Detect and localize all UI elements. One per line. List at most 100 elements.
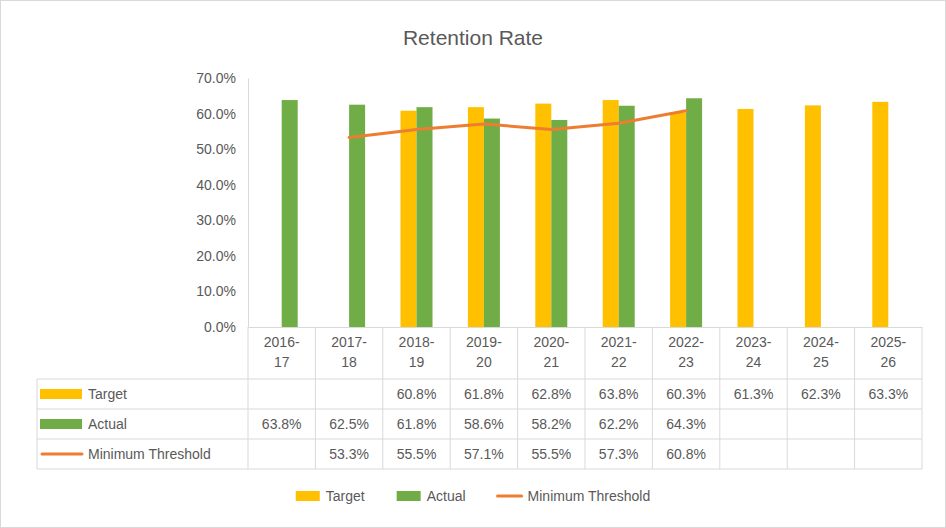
y-tick-label: 10.0% — [196, 283, 236, 299]
legend-key — [296, 491, 320, 501]
table-cell: 53.3% — [329, 446, 369, 462]
table-line — [37, 379, 38, 469]
table-line — [315, 327, 316, 469]
table-line — [517, 327, 518, 469]
y-tick-label: 60.0% — [196, 106, 236, 122]
table-legend-key — [42, 453, 82, 456]
table-cell: 57.1% — [464, 446, 504, 462]
x-tick-label: 2022-23 — [668, 334, 704, 370]
table-cell: 62.8% — [531, 386, 571, 402]
bar — [535, 104, 551, 327]
y-tick: 20.0% — [196, 248, 248, 264]
table-cell: 55.5% — [531, 446, 571, 462]
legend-label: Target — [326, 488, 365, 504]
bar — [872, 102, 888, 327]
x-tick-label: 2023-24 — [736, 334, 772, 370]
table-cell: 63.8% — [262, 416, 302, 432]
y-tick: 40.0% — [196, 177, 248, 193]
bar — [670, 113, 686, 327]
table-line — [585, 327, 586, 469]
x-tick-label: 2019-20 — [466, 334, 502, 370]
y-tick-label: 0.0% — [204, 319, 236, 335]
bar — [400, 111, 416, 327]
table-line — [37, 469, 922, 470]
table-line — [652, 327, 653, 469]
x-tick: 2020-21 — [533, 327, 569, 370]
table-cell: 63.3% — [868, 386, 908, 402]
x-tick: 2019-20 — [466, 327, 502, 370]
table-cell: 55.5% — [397, 446, 437, 462]
y-tick-label: 70.0% — [196, 70, 236, 86]
x-tick-label: 2016-17 — [264, 334, 300, 370]
y-tick-label: 30.0% — [196, 212, 236, 228]
y-tick: 30.0% — [196, 212, 248, 228]
bar — [468, 107, 484, 327]
y-tick: 70.0% — [196, 70, 248, 86]
x-tick-label: 2020-21 — [533, 334, 569, 370]
y-tick: 60.0% — [196, 106, 248, 122]
bar-series — [400, 100, 888, 327]
table-legend-key — [40, 419, 82, 429]
table-line — [37, 439, 922, 440]
table-cell: 60.8% — [397, 386, 437, 402]
table-line — [787, 327, 788, 469]
table-cell: 58.2% — [531, 416, 571, 432]
table-legend-key — [40, 389, 82, 399]
table-line — [382, 327, 383, 469]
bar — [484, 119, 500, 327]
table-line — [37, 379, 922, 380]
bar — [603, 100, 619, 327]
bar — [417, 107, 433, 327]
x-tick: 2021-22 — [601, 327, 637, 370]
table-line — [37, 409, 922, 410]
table-line — [719, 327, 720, 469]
bar — [619, 106, 635, 327]
table-cell: 63.8% — [599, 386, 639, 402]
table-cell: 62.5% — [329, 416, 369, 432]
y-tick: 50.0% — [196, 141, 248, 157]
x-tick: 2022-23 — [668, 327, 704, 370]
table-line — [248, 327, 249, 469]
x-tick: 2018-19 — [399, 327, 435, 370]
legend-key — [397, 491, 421, 501]
table-cell: 61.8% — [464, 386, 504, 402]
x-tick-label: 2021-22 — [601, 334, 637, 370]
legend-item: Actual — [397, 488, 466, 504]
plot-area — [282, 98, 889, 327]
bar — [282, 100, 298, 327]
x-tick: 2016-17 — [264, 327, 300, 370]
table-row-label: Target — [88, 386, 127, 402]
x-tick: 2023-24 — [736, 327, 772, 370]
x-tick-label: 2017-18 — [331, 334, 367, 370]
chart: Retention Rate0.0%10.0%20.0%30.0%40.0%50… — [0, 0, 946, 528]
legend-label: Actual — [427, 488, 466, 504]
chart-border — [1, 1, 946, 528]
table-cell: 61.3% — [734, 386, 774, 402]
y-tick-label: 20.0% — [196, 248, 236, 264]
x-tick: 2017-18 — [331, 327, 367, 370]
line — [349, 111, 686, 138]
table-cell: 64.3% — [666, 416, 706, 432]
table-cell: 60.3% — [666, 386, 706, 402]
table-row-label: Minimum Threshold — [88, 446, 211, 462]
legend-item: Target — [296, 488, 365, 504]
table-cell: 57.3% — [599, 446, 639, 462]
table-cell: 61.8% — [397, 416, 437, 432]
y-axis-line — [248, 79, 249, 328]
legend-key — [498, 495, 522, 498]
y-tick-label: 50.0% — [196, 141, 236, 157]
x-tick-label: 2018-19 — [399, 334, 435, 370]
y-axis: 0.0% 10.0% 20.0% 30.0% 40.0% 50.0% 60.0% 70.0% — [196, 70, 248, 335]
y-tick: 10.0% — [196, 283, 248, 299]
x-tick: 2024-25 — [803, 327, 839, 370]
x-tick-label: 2025-26 — [870, 334, 906, 370]
table-line — [922, 327, 923, 469]
bar — [686, 98, 702, 327]
table-cell: 62.2% — [599, 416, 639, 432]
y-tick-label: 40.0% — [196, 177, 236, 193]
legend: Target Actual Minimum Threshold — [296, 488, 651, 504]
x-tick: 2025-26 — [870, 327, 906, 370]
legend-label: Minimum Threshold — [528, 488, 651, 504]
bar — [551, 120, 567, 327]
x-tick-label: 2024-25 — [803, 334, 839, 370]
